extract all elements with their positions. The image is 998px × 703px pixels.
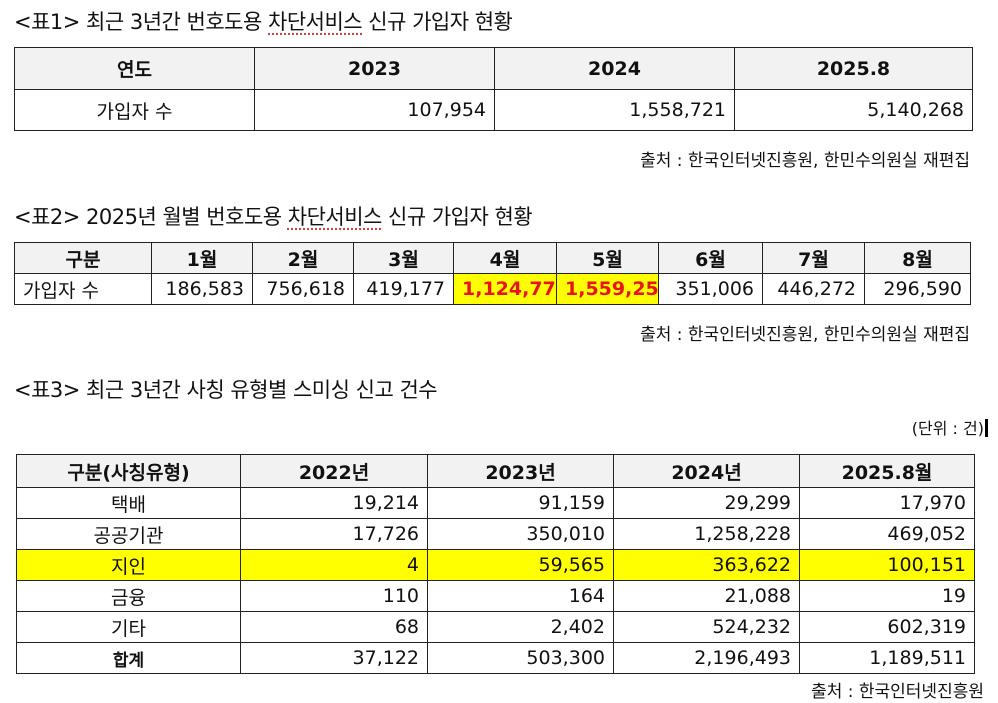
- table-row: 공공기관 17,726 350,010 1,258,228 469,052: [16, 518, 975, 550]
- value-cell: 17,726: [240, 518, 428, 550]
- value-cell: 29,299: [613, 487, 800, 519]
- unit-label: (단위 : 건): [912, 415, 988, 439]
- value-cell: 351,006: [658, 273, 763, 305]
- value-cell: 164: [427, 580, 614, 612]
- title-text: <표2> 2025년 월별 번호도용: [14, 205, 288, 229]
- table2-source: 출처 : 한국인터넷진흥원, 한민수의원실 재편집: [640, 325, 970, 345]
- value-cell: 107,954: [254, 89, 495, 131]
- value-cell: 37,122: [240, 642, 428, 674]
- header-cell: 5월: [556, 242, 659, 274]
- highlighted-table-row: 지인 4 59,565 363,622 100,151: [16, 549, 975, 581]
- value-cell: 1,558,721: [494, 89, 735, 131]
- total-row: 합계 37,122 503,300 2,196,493 1,189,511: [16, 642, 975, 674]
- value-cell: 756,618: [252, 273, 354, 305]
- value-cell: 602,319: [799, 611, 975, 643]
- table-row: 금융 110 164 21,088 19: [16, 580, 975, 612]
- value-cell: 503,300: [427, 642, 614, 674]
- table-row: 가입자 수 186,583 756,618 419,177 1,124,772 …: [14, 273, 971, 305]
- unit-text: (단위 : 건): [911, 419, 984, 438]
- table3: 구분(사칭유형) 2022년 2023년 2024년 2025.8월 택배 19…: [16, 454, 975, 674]
- row-label: 합계: [16, 642, 241, 674]
- title-text-underlined: 차단서비스: [268, 10, 363, 34]
- value-cell: 110: [240, 580, 428, 612]
- row-label: 금융: [16, 580, 241, 612]
- value-cell: 446,272: [762, 273, 865, 305]
- header-cell: 2024년: [613, 454, 800, 488]
- value-cell: 5,140,268: [734, 89, 973, 131]
- header-cell: 구분: [14, 242, 152, 274]
- header-cell: 2024: [494, 47, 735, 90]
- table1: 연도 2023 2024 2025.8 가입자 수 107,954 1,558,…: [14, 47, 973, 131]
- row-label: 택배: [16, 487, 241, 519]
- header-cell: 1월: [151, 242, 253, 274]
- value-cell: 19: [799, 580, 975, 612]
- value-cell: 91,159: [427, 487, 614, 519]
- value-cell: 4: [240, 549, 428, 581]
- header-cell: 연도: [14, 47, 255, 90]
- value-cell: 2,196,493: [613, 642, 800, 674]
- highlighted-value-cell: 1,124,772: [453, 273, 557, 305]
- value-cell: 21,088: [613, 580, 800, 612]
- header-cell: 2월: [252, 242, 354, 274]
- value-cell: 19,214: [240, 487, 428, 519]
- row-label: 기타: [16, 611, 241, 643]
- table2: 구분 1월 2월 3월 4월 5월 6월 7월 8월 가입자 수 186,583…: [14, 242, 971, 305]
- row-label: 가입자 수: [14, 273, 152, 305]
- header-cell: 2023: [254, 47, 495, 90]
- header-cell: 2022년: [240, 454, 428, 488]
- table-header-row: 구분 1월 2월 3월 4월 5월 6월 7월 8월: [14, 242, 971, 274]
- header-cell: 2025.8월: [799, 454, 975, 488]
- table-header-row: 구분(사칭유형) 2022년 2023년 2024년 2025.8월: [16, 454, 975, 488]
- text-cursor-icon: [985, 419, 988, 437]
- table-header-row: 연도 2023 2024 2025.8: [14, 47, 973, 90]
- header-cell: 구분(사칭유형): [16, 454, 241, 488]
- value-cell: 100,151: [799, 549, 975, 581]
- table-row: 택배 19,214 91,159 29,299 17,970: [16, 487, 975, 519]
- header-cell: 7월: [762, 242, 865, 274]
- row-label: 지인: [16, 549, 241, 581]
- value-cell: 524,232: [613, 611, 800, 643]
- highlighted-value-cell: 1,559,250: [556, 273, 659, 305]
- value-cell: 469,052: [799, 518, 975, 550]
- value-cell: 363,622: [613, 549, 800, 581]
- value-cell: 1,258,228: [613, 518, 800, 550]
- header-cell: 6월: [658, 242, 763, 274]
- table1-title: <표1> 최근 3년간 번호도용 차단서비스 신규 가입자 현황: [14, 6, 513, 36]
- table-row: 가입자 수 107,954 1,558,721 5,140,268: [14, 89, 973, 131]
- value-cell: 59,565: [427, 549, 614, 581]
- value-cell: 296,590: [864, 273, 971, 305]
- header-cell: 8월: [864, 242, 971, 274]
- title-text: 신규 가입자 현황: [381, 205, 533, 229]
- value-cell: 2,402: [427, 611, 614, 643]
- value-cell: 17,970: [799, 487, 975, 519]
- header-cell: 3월: [353, 242, 454, 274]
- table-row: 기타 68 2,402 524,232 602,319: [16, 611, 975, 643]
- header-cell: 2025.8: [734, 47, 973, 90]
- value-cell: 419,177: [353, 273, 454, 305]
- table2-title: <표2> 2025년 월별 번호도용 차단서비스 신규 가입자 현황: [14, 201, 533, 231]
- value-cell: 1,189,511: [799, 642, 975, 674]
- value-cell: 350,010: [427, 518, 614, 550]
- header-cell: 4월: [453, 242, 557, 274]
- title-text-underlined: 차단서비스: [287, 205, 383, 229]
- value-cell: 68: [240, 611, 428, 643]
- row-label: 공공기관: [16, 518, 241, 550]
- table3-title: <표3> 최근 3년간 사칭 유형별 스미싱 신고 건수: [14, 378, 438, 402]
- table1-source: 출처 : 한국인터넷진흥원, 한민수의원실 재편집: [640, 151, 970, 171]
- value-cell: 186,583: [151, 273, 253, 305]
- row-label: 가입자 수: [14, 89, 255, 131]
- table3-source: 출처 : 한국인터넷진흥원: [811, 682, 984, 702]
- title-text: 신규 가입자 현황: [362, 10, 513, 34]
- title-text: <표1> 최근 3년간 번호도용: [14, 10, 268, 34]
- header-cell: 2023년: [427, 454, 614, 488]
